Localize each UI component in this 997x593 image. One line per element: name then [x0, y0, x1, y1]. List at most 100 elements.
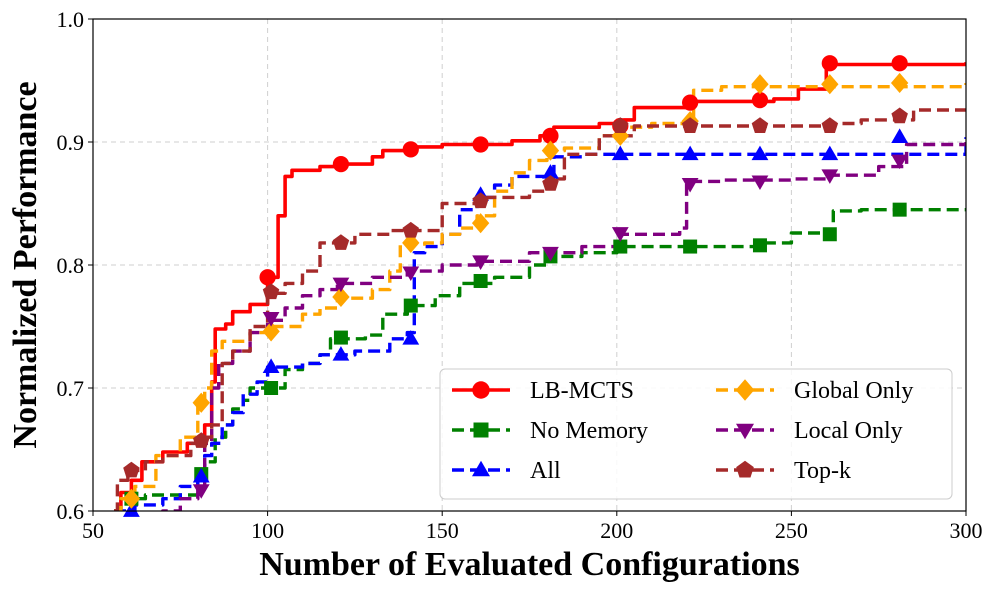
- data-point-local-only: [332, 277, 350, 293]
- data-point-local-only: [262, 312, 280, 327]
- data-point-top-k: [472, 192, 489, 209]
- data-point-local-only: [751, 175, 769, 191]
- data-point-all: [402, 330, 420, 345]
- data-point-top-k: [542, 175, 559, 191]
- data-point-top-k: [262, 283, 280, 300]
- data-point-top-k: [193, 432, 210, 448]
- y-axis-title: Normalized Performance: [7, 81, 44, 448]
- data-point-lb-mcts: [891, 55, 908, 72]
- legend-marker: [736, 423, 754, 440]
- x-tick-label: 150: [426, 518, 459, 543]
- x-tick-label: 200: [600, 518, 633, 543]
- data-point-top-k: [891, 107, 908, 124]
- legend-entry-all: All: [452, 458, 561, 484]
- data-point-all: [123, 502, 140, 517]
- data-point-no-memory: [473, 273, 488, 288]
- data-point-top-k: [612, 117, 629, 133]
- axis-ticks: 50 100 150 200 250 300 0.6 0.7 0.8 0.9 1.0: [57, 7, 983, 543]
- legend-label: Local Only: [794, 418, 903, 444]
- data-point-local-only: [891, 154, 909, 170]
- data-point-all: [332, 346, 350, 361]
- legend-marker: [472, 460, 490, 477]
- data-point-global-only: [192, 392, 210, 413]
- data-point-local-only: [611, 227, 629, 242]
- legend-label: Global Only: [794, 378, 913, 404]
- data-point-lb-mcts: [821, 55, 838, 72]
- legend: LB-MCTS Global Only No Memory Local Only All…: [439, 368, 953, 500]
- y-tick-label: 0.9: [57, 130, 85, 155]
- x-tick-label: 300: [950, 518, 983, 543]
- data-point-no-memory: [683, 239, 698, 254]
- data-point-all: [681, 145, 699, 161]
- data-point-all: [751, 145, 769, 161]
- data-point-no-memory: [822, 227, 837, 242]
- data-point-no-memory: [613, 239, 628, 254]
- legend-label: All: [530, 458, 561, 484]
- data-point-global-only: [262, 321, 280, 342]
- data-point-top-k: [123, 461, 140, 478]
- data-point-all: [262, 358, 280, 373]
- series-markers: [122, 55, 909, 517]
- x-tick-label: 50: [82, 518, 104, 543]
- data-point-top-k: [821, 117, 839, 133]
- data-point-no-memory: [892, 202, 907, 217]
- legend-entry-lb-mcts: LB-MCTS: [452, 378, 634, 404]
- data-point-all: [891, 128, 909, 143]
- data-point-local-only: [821, 169, 839, 184]
- legend-box: [439, 368, 953, 500]
- legend-marker: [736, 460, 754, 478]
- data-point-global-only: [402, 232, 420, 253]
- data-point-all: [542, 164, 559, 179]
- data-point-local-only: [192, 484, 210, 499]
- legend-label: No Memory: [530, 418, 648, 444]
- legend-entry-no-memory: No Memory: [452, 418, 648, 444]
- data-point-global-only: [332, 286, 350, 308]
- data-point-lb-mcts: [332, 156, 350, 173]
- legend-entry-local-only: Local Only: [716, 418, 903, 444]
- data-point-lb-mcts: [751, 92, 769, 109]
- series-line-local-only: [161, 142, 966, 511]
- series-lines: [114, 62, 966, 511]
- data-point-all: [611, 145, 629, 161]
- legend-marker: [472, 381, 490, 399]
- legend-label: LB-MCTS: [530, 378, 634, 404]
- data-point-lb-mcts: [472, 136, 489, 153]
- data-point-global-only: [751, 74, 769, 95]
- data-point-lb-mcts: [542, 127, 559, 144]
- y-tick-label: 0.7: [57, 376, 85, 401]
- data-point-global-only: [821, 74, 839, 95]
- data-point-lb-mcts: [682, 94, 699, 111]
- data-point-local-only: [681, 177, 699, 193]
- x-axis-title: Number of Evaluated Configurations: [259, 546, 800, 583]
- data-point-no-memory: [333, 330, 348, 345]
- series-line-top-k: [114, 108, 966, 511]
- legend-marker: [473, 422, 489, 438]
- data-point-top-k: [332, 234, 350, 250]
- data-point-lb-mcts: [259, 269, 276, 286]
- data-point-global-only: [890, 72, 909, 94]
- legend-entry-top-k: Top-k: [716, 458, 851, 484]
- data-point-all: [821, 145, 839, 161]
- data-point-global-only: [541, 140, 560, 161]
- x-tick-label: 100: [251, 518, 284, 543]
- legend-entry-global-only: Global Only: [716, 378, 913, 404]
- data-point-lb-mcts: [402, 141, 419, 158]
- data-point-no-memory: [752, 238, 767, 253]
- data-point-no-memory: [403, 298, 418, 313]
- data-point-local-only: [542, 246, 559, 262]
- data-point-no-memory: [264, 381, 279, 395]
- data-point-local-only: [402, 266, 420, 282]
- legend-marker: [735, 379, 755, 401]
- data-point-global-only: [471, 213, 490, 234]
- y-tick-label: 1.0: [57, 7, 85, 32]
- x-tick-label: 250: [775, 518, 808, 543]
- data-point-all: [192, 467, 210, 483]
- y-tick-label: 0.8: [57, 253, 85, 278]
- data-point-top-k: [402, 221, 419, 238]
- data-point-global-only: [122, 488, 141, 509]
- y-tick-label: 0.6: [57, 499, 85, 524]
- legend-label: Top-k: [794, 458, 851, 484]
- data-point-top-k: [681, 117, 699, 133]
- data-point-local-only: [472, 255, 490, 270]
